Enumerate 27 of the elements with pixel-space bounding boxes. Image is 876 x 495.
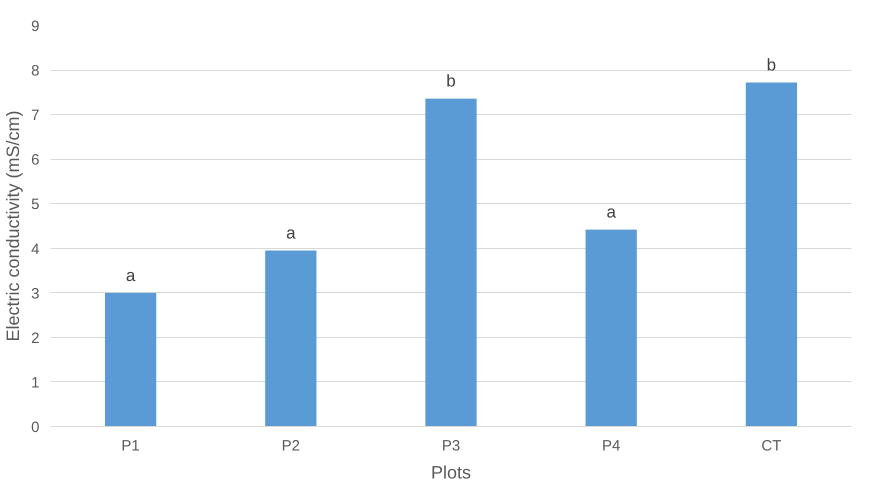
bar <box>746 82 798 426</box>
y-tick-label: 4 <box>31 240 40 258</box>
bar <box>425 98 477 426</box>
y-tick-label: 7 <box>31 107 40 124</box>
y-tick-label: 2 <box>31 330 40 347</box>
bar <box>265 250 316 426</box>
y-tick-label: 6 <box>31 152 40 169</box>
x-tick-label: P4 <box>602 438 620 454</box>
x-tick-label: P1 <box>121 438 140 454</box>
annotation: b <box>446 72 456 91</box>
annotation: a <box>606 202 616 222</box>
y-tick-label: 5 <box>31 196 40 214</box>
annotation: a <box>286 224 296 243</box>
y-axis-title: Electric conductivity (mS/cm) <box>3 110 24 342</box>
annotation: a <box>126 266 136 285</box>
x-tick-label: P2 <box>282 438 300 454</box>
y-tick-label: 1 <box>31 374 40 392</box>
y-tick-label: 9 <box>31 18 40 35</box>
bar <box>586 230 637 426</box>
y-tick-label: 3 <box>31 285 40 302</box>
y-tick-label: 0 <box>31 419 40 436</box>
bar <box>104 292 156 426</box>
x-tick-label: P3 <box>442 438 460 454</box>
x-tick-label: CT <box>761 438 782 454</box>
y-tick-label: 8 <box>31 62 40 80</box>
annotation: b <box>766 56 776 75</box>
x-axis-title: Plots <box>430 462 472 482</box>
